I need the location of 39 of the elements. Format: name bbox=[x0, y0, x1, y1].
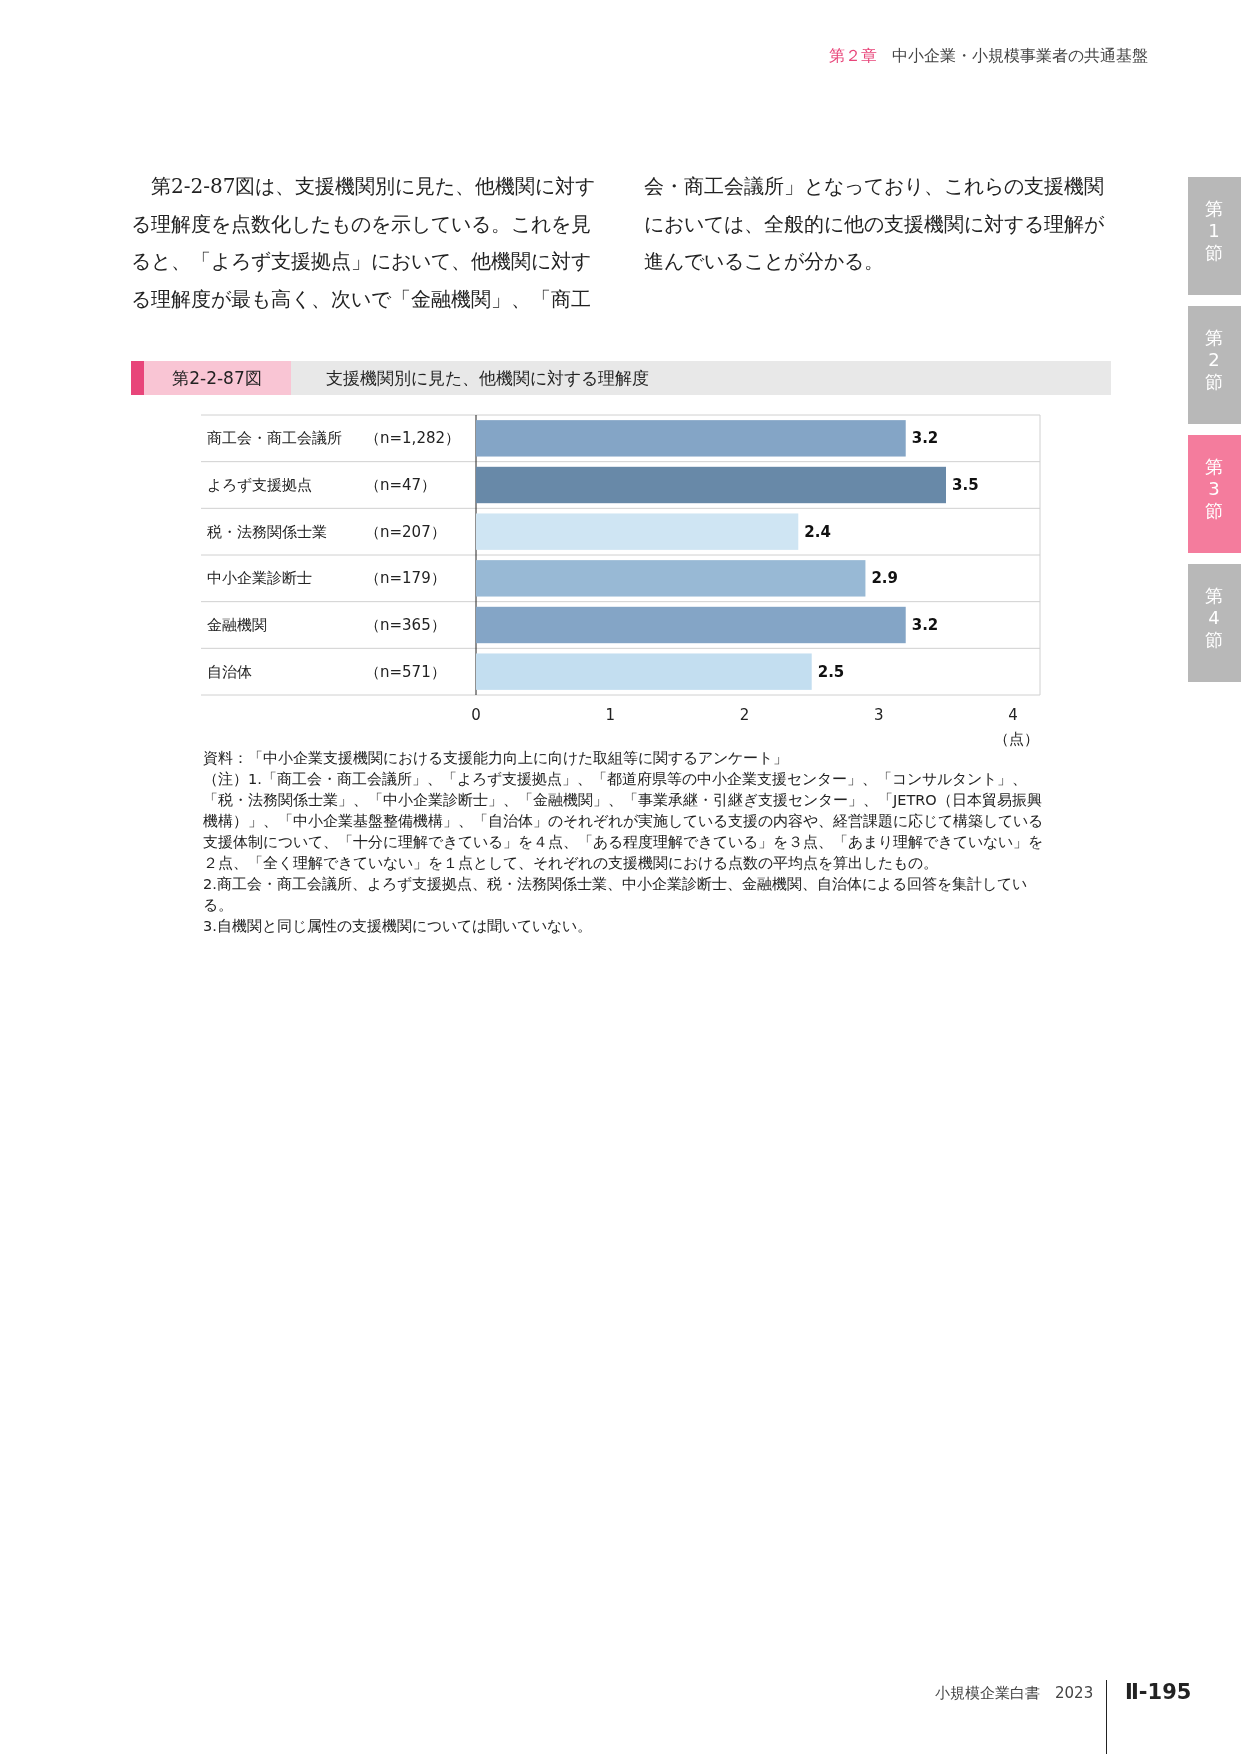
text: 中小企業・小規模事業者の共通基盤 bbox=[892, 46, 1148, 67]
text: （注）1.「商工会・商工会議所」、「よろず支援拠点」、「都道府県等の中小企業支援センター」、「コンサルタント」、「税・法務関係士業」、「中小企業診断士」、「金融機関」、「事業承継・引継ぎ支援センター」、「JETRO（日本貿易振興機構）」、「中小企業基盤整備機構」、「自治体」のそれぞれが実施している支援の内容や、経営課題に応じて構築している支援体制について、「十分に理解できている」を４点、「ある程度理解できている」を３点、「あまり理解できていない」を２点、「全く理解できていない」を１点として、それぞれの支援機関における点数の平均点を算出したもの。 bbox=[203, 770, 1044, 873]
bar bbox=[476, 560, 866, 597]
data-label: 3.5 bbox=[952, 476, 979, 494]
bar bbox=[476, 466, 946, 504]
text: 3.自機関と同じ属性の支援機関については聞いていない。 bbox=[203, 917, 593, 936]
x-tick-label: 4 bbox=[1008, 706, 1018, 724]
x-tick-label: 2 bbox=[739, 706, 750, 724]
category-label: 中小企業診断士 （n=179） bbox=[207, 569, 446, 588]
text: 第2-2-87図 bbox=[172, 368, 262, 388]
text: 第4節 bbox=[1205, 585, 1223, 650]
text: 第1節 bbox=[1205, 198, 1223, 263]
text: 小規模企業白書 2023 bbox=[935, 1684, 1094, 1703]
bar bbox=[476, 606, 906, 644]
category-label: 商工会・商工会議所 （n=1,282） bbox=[207, 429, 461, 448]
category-label: 税・法務関係士業 （n=207） bbox=[207, 522, 446, 541]
x-tick-label: 3 bbox=[874, 706, 884, 724]
data-label: 3.2 bbox=[911, 616, 939, 634]
category-label: 自治体 （n=571） bbox=[207, 662, 446, 681]
data-label: 2.4 bbox=[804, 522, 831, 541]
data-label: 2.9 bbox=[871, 569, 899, 588]
text: 第２章 bbox=[829, 46, 877, 67]
text: 2.商工会・商工会議所、よろず支援拠点、税・法務関係士業、中小企業診断士、金融機関、自治体による回答を集計している。 bbox=[203, 875, 1028, 915]
category-label: よろず支援拠点 （n=47） bbox=[207, 476, 437, 494]
text: 第3節 bbox=[1205, 456, 1223, 521]
x-tick-label: 1 bbox=[605, 706, 616, 724]
data-label: 2.5 bbox=[817, 662, 845, 681]
bar bbox=[476, 420, 906, 457]
chart-title: 支援機関別に見た、他機関に対する理解度 bbox=[326, 368, 649, 388]
text: 資料：「中小企業支援機関における支援能力向上に向けた取組等に関するアンケート」 bbox=[203, 749, 789, 768]
category-label: 金融機関 （n=365） bbox=[207, 616, 446, 634]
text: 第2-2-87図は、支援機関別に見た、他機関に対する理解度を点数化したものを示している。これを見ると、「よろず支援拠点」において、他機関に対する理解度が最も高く、次いで「金融機関」、「商工会・商工会議所」となっており、これらの支援機関においては、全般的に他の支援機関に対する理解が進んでいることが分かる。 bbox=[131, 174, 1104, 311]
text: Ⅱ-195 bbox=[1125, 1680, 1192, 1704]
x-axis-title: （点） bbox=[993, 730, 1039, 748]
text: 第2節 bbox=[1205, 327, 1223, 392]
bar bbox=[476, 513, 799, 550]
data-label: 3.2 bbox=[911, 429, 939, 448]
x-tick-label: 0 bbox=[471, 706, 481, 724]
bar bbox=[476, 653, 812, 690]
